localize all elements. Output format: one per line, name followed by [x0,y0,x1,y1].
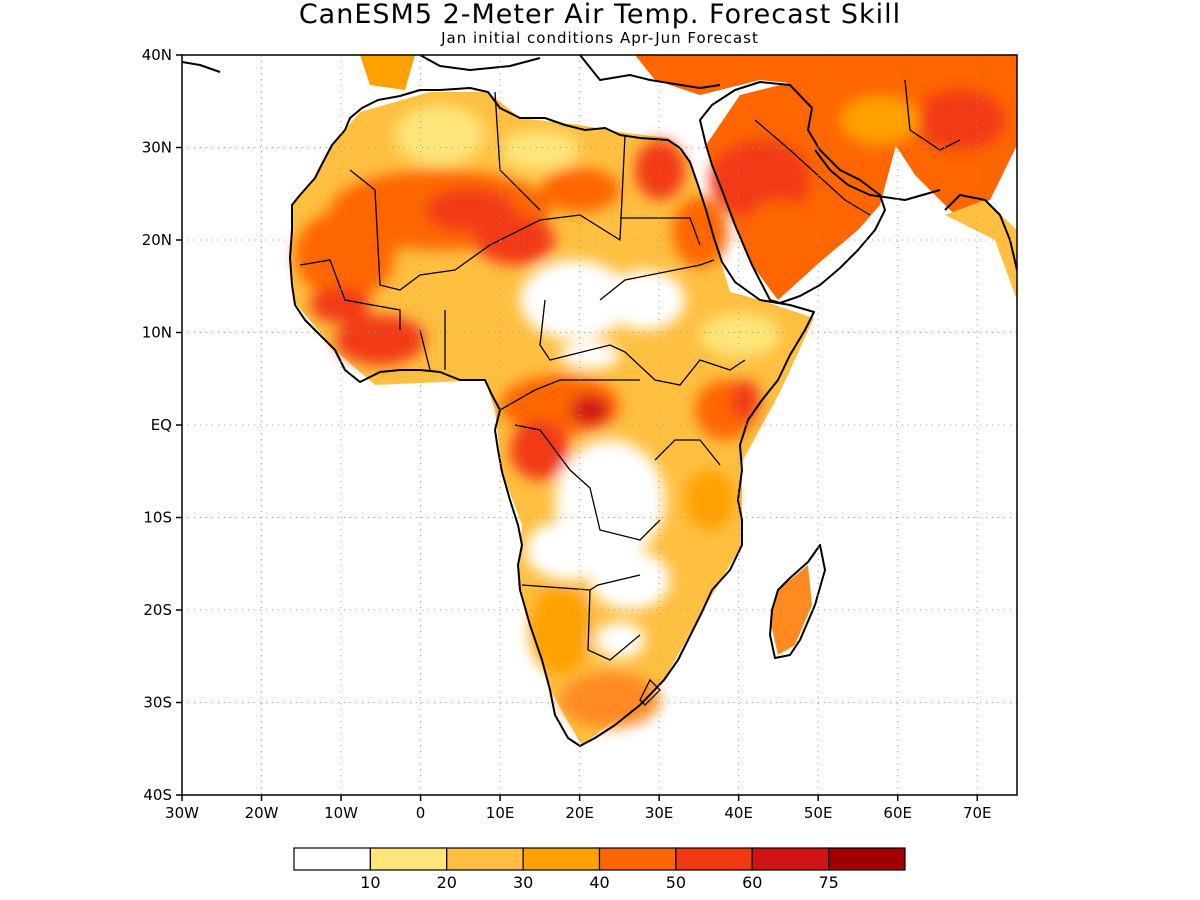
near-east-shading [635,55,1017,215]
lon-tick-label: 20E [565,804,594,822]
lon-tick-label: 0 [416,804,426,822]
border-line [599,259,715,301]
lon-tick-label: 60E [883,804,912,822]
skill-patch [605,270,685,330]
madagascar-shading [770,565,812,655]
skill-patch [295,210,395,300]
legend-swatch [369,847,448,871]
border-line [419,310,446,371]
skill-patch [500,130,580,170]
skill-shading [290,55,1017,746]
skill-patch [510,420,570,480]
lon-tick-label: 30W [165,804,199,822]
lon-tick-label: 10W [324,804,358,822]
skill-patch [840,95,920,145]
border-line [754,119,871,216]
lon-tick-label: 50E [804,804,833,822]
lon-tick-label: 30E [645,804,674,822]
lat-tick-label: 30S [143,694,172,712]
india-shading [945,200,1017,300]
skill-patch [570,395,610,425]
skill-patch [395,105,485,165]
skill-patch [635,140,685,200]
lat-tick-label: EQ [151,416,172,434]
skill-patch [700,313,780,357]
skill-patch [560,672,660,728]
border-line [587,589,641,661]
skill-patch [520,260,630,340]
axis-ticks: 30W 20W 10W 0 10E 20E 30E 40E 50E 60E 70E 40N 30N 20N… [142,46,992,822]
map-area [182,55,1017,795]
persian-gulf-coast [814,149,941,201]
legend-label: 20 [437,873,457,892]
legend-swatch [751,847,830,871]
border-line [539,299,626,361]
border-line [624,351,746,386]
lat-tick-label: 40S [143,786,172,804]
skill-patch [530,585,590,675]
skill-patch [915,90,1005,150]
skill-patch [590,550,670,610]
lon-tick-label: 40E [724,804,753,822]
northwest-coast-shading [360,55,415,90]
legend-swatch [446,847,524,871]
skill-patch [710,140,810,220]
legend-label: 30 [513,873,533,892]
lat-tick-label: 30N [142,139,172,157]
lat-tick-label: 10S [143,509,172,527]
skill-patch [540,168,620,212]
coastlines [182,55,1017,747]
skill-patch [335,315,425,365]
lat-tick-label: 40N [142,46,172,64]
lon-tick-label: 20W [245,804,279,822]
india-coastline [944,194,1017,271]
legend-swatch [675,847,753,871]
country-borders [299,79,961,706]
skill-patch [560,341,620,369]
legend-label: 75 [818,873,838,892]
mediterranean-north-coast [182,55,721,89]
legend-label: 50 [666,873,686,892]
lat-tick-label: 10N [142,324,172,342]
border-line [299,259,401,330]
legend-swatch [522,847,601,871]
skill-patch [685,470,735,530]
skill-patch [475,215,555,265]
border-line [499,379,640,411]
skill-patch [310,287,370,323]
skill-patch [525,520,615,580]
skill-patch [730,380,760,420]
legend-swatch [598,847,677,871]
border-line [904,79,961,151]
skill-patch [595,622,645,658]
border-line [639,678,661,706]
border-line [514,424,661,541]
africa-coastline [289,87,815,747]
color-legend: 10 20 30 40 50 60 75 [293,847,906,892]
chart-title: CanESM5 2-Meter Air Temp. Forecast Skill [299,0,901,30]
legend-swatch [828,847,906,871]
legend-label: 60 [742,873,762,892]
skill-patch [672,197,728,267]
legend-label: 10 [360,873,380,892]
legend-label: 40 [589,873,609,892]
border-line [349,134,626,291]
lon-tick-label: 10E [486,804,515,822]
lat-tick-label: 20S [143,601,172,619]
skill-patch [745,200,815,260]
lon-tick-label: 70E [963,804,992,822]
madagascar-coastline [769,544,826,659]
lat-tick-label: 20N [142,231,172,249]
border-line [620,217,701,246]
border-line [654,439,721,466]
arabia-coastline [699,81,886,304]
legend-swatch [293,847,371,871]
chart-subtitle: Jan initial conditions Apr-Jun Forecast [440,29,759,47]
border-line [521,574,641,591]
